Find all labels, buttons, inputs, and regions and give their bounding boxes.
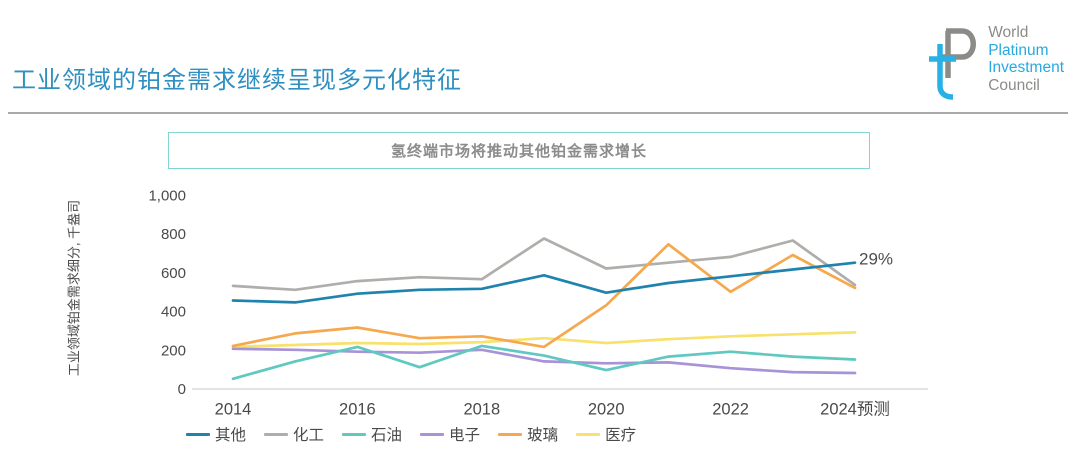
logo-line-2: Investment [988, 59, 1064, 76]
legend-label-玻璃: 玻璃 [527, 427, 559, 444]
series-line-其他 [231, 261, 857, 304]
legend-label-电子: 电子 [449, 427, 481, 444]
x-tick-2020: 2020 [588, 401, 625, 419]
legend-label-化工: 化工 [293, 427, 325, 444]
legend-item-电子: 电子 [420, 423, 480, 445]
legend-item-石油: 石油 [342, 423, 402, 445]
legend-item-医疗: 医疗 [576, 423, 636, 445]
legend-swatch-玻璃 [498, 432, 523, 436]
x-tick-2016: 2016 [339, 401, 376, 419]
x-tick-2024: 2024预测 [820, 400, 890, 419]
wpic-logo-icon [926, 24, 984, 107]
legend-item-化工: 化工 [264, 423, 324, 445]
legend-label-其他: 其他 [215, 427, 247, 444]
y-tick-1000: 1,000 [148, 188, 186, 205]
annotation-0: 29% [859, 250, 893, 269]
series-line-电子 [231, 347, 857, 375]
logo-line-0: World [988, 24, 1029, 41]
line-chart: 0 200 400 600 800 1,000 2014 2016 2018 2020 2022 20… [148, 188, 928, 419]
legend-swatch-医疗 [576, 432, 601, 436]
y-tick-200: 200 [161, 342, 186, 359]
logo-line-1: Platinum [988, 41, 1049, 59]
legend-item-其他: 其他 [186, 423, 246, 445]
chart-title: 氢终端市场将推动其他铂金需求增长 [390, 143, 647, 160]
series-line-化工 [231, 237, 857, 292]
chart-title-box: 氢终端市场将推动其他铂金需求增长 [168, 132, 870, 169]
legend-label-医疗: 医疗 [605, 427, 637, 444]
y-tick-400: 400 [161, 304, 186, 321]
y-tick-0: 0 [178, 381, 186, 398]
page-title: 工业领域的铂金需求继续呈现多元化特征 [12, 68, 462, 94]
series-line-石油 [231, 344, 857, 381]
title-divider [8, 112, 1068, 114]
legend-swatch-化工 [264, 432, 289, 436]
y-tick-600: 600 [161, 265, 186, 282]
legend-swatch-电子 [420, 432, 445, 436]
x-tick-2022: 2022 [712, 401, 749, 419]
wpic-logo-text: World Platinum Investment Council [988, 24, 1064, 94]
x-tick-2014: 2014 [215, 401, 252, 419]
logo-line-3: Council [988, 76, 1040, 94]
series-line-医疗 [231, 331, 857, 349]
chart-legend: 其他 化工 石油 电子 玻璃 医疗 [186, 423, 636, 445]
legend-swatch-其他 [186, 432, 210, 436]
y-tick-800: 800 [161, 226, 186, 243]
x-tick-2018: 2018 [463, 401, 500, 419]
series-line-玻璃 [231, 242, 857, 349]
legend-swatch-石油 [342, 432, 367, 436]
legend-label-石油: 石油 [371, 427, 403, 444]
legend-item-玻璃: 玻璃 [498, 423, 558, 445]
wpic-logo: World Platinum Investment Council [926, 24, 1064, 107]
